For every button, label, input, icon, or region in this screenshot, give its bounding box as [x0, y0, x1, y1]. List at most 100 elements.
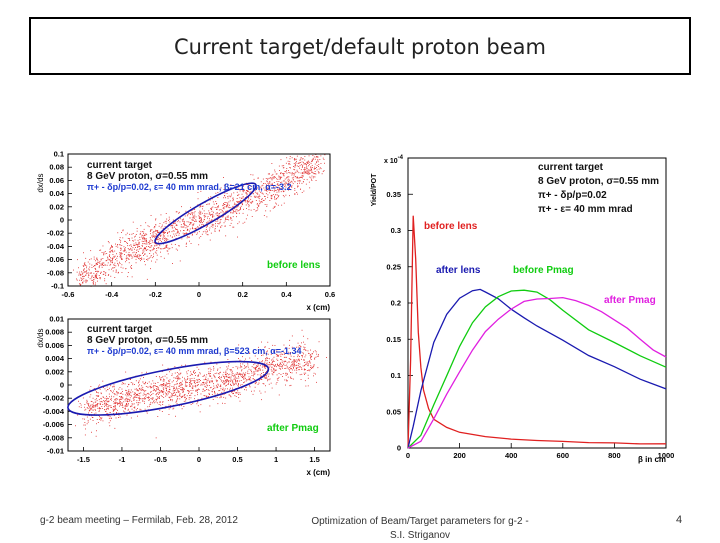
scatter-point — [167, 250, 169, 252]
scatter-point — [224, 204, 226, 205]
scatter-point — [249, 385, 250, 387]
scatter-point — [114, 264, 115, 266]
scatter-point — [226, 193, 228, 194]
scatter-point — [324, 154, 326, 156]
scatter-point — [198, 368, 200, 370]
scatter-point — [124, 248, 125, 250]
scatter-point — [144, 264, 146, 266]
scatter-point — [157, 386, 159, 388]
scatter-point — [293, 356, 295, 358]
scatter-point — [197, 198, 199, 200]
scatter-point — [165, 245, 167, 246]
scatter-point — [189, 228, 191, 230]
scatter-point — [132, 403, 134, 405]
scatter-point — [238, 201, 240, 202]
scatter-point — [80, 273, 82, 275]
scatter-point — [169, 383, 171, 384]
scatter-point — [268, 184, 270, 186]
scatter-point — [240, 205, 242, 207]
scatter-point — [79, 403, 81, 404]
scatter-point — [305, 172, 306, 174]
scatter-point — [130, 406, 131, 408]
scatter-point — [127, 272, 129, 273]
scatter-point — [200, 211, 202, 213]
scatter-point — [281, 366, 283, 368]
scatter-point — [175, 392, 177, 393]
annotation-current-target: current target — [87, 324, 153, 335]
scatter-point — [288, 163, 289, 165]
scatter-point — [99, 277, 101, 279]
x-tick-label: 1 — [274, 455, 278, 464]
scatter-point — [230, 383, 231, 385]
scatter-point — [156, 389, 157, 391]
scatter-point — [126, 405, 128, 407]
scatter-point — [171, 394, 173, 396]
scatter-point — [141, 240, 143, 242]
scatter-point — [189, 236, 190, 238]
scatter-point — [114, 394, 116, 396]
scatter-point — [100, 393, 102, 395]
scatter-point — [224, 225, 226, 227]
scatter-point — [198, 374, 199, 376]
scatter-point — [304, 171, 306, 173]
scatter-point — [304, 163, 306, 164]
scatter-point — [117, 409, 118, 411]
scatter-point — [184, 397, 185, 399]
scatter-point — [305, 349, 306, 351]
scatter-point — [133, 251, 135, 253]
scatter-point — [243, 191, 245, 193]
scatter-point — [177, 376, 179, 378]
scatter-point — [178, 245, 180, 247]
scatter-point — [83, 424, 85, 426]
scatter-point — [296, 369, 298, 371]
scatter-point — [278, 165, 280, 167]
scatter-point — [231, 391, 233, 393]
scatter-point — [166, 387, 167, 389]
scatter-point — [311, 161, 313, 162]
scatter-point — [318, 172, 320, 174]
scatter-point — [205, 379, 207, 380]
scatter-point — [207, 378, 209, 380]
scatter-point — [238, 394, 239, 395]
scatter-point — [298, 349, 299, 351]
scatter-point — [219, 376, 220, 378]
y-tick-label: 0.06 — [49, 176, 64, 185]
scatter-point — [258, 380, 260, 381]
scatter-point — [179, 369, 181, 371]
scatter-point — [280, 363, 281, 365]
scatter-point — [144, 240, 146, 242]
scatter-point — [259, 361, 261, 363]
scatter-point — [177, 375, 179, 377]
scatter-point — [103, 262, 105, 264]
scatter-point — [232, 205, 234, 207]
scatter-point — [280, 359, 281, 360]
scatter-point — [285, 367, 287, 369]
scatter-point — [222, 382, 224, 383]
scatter-point — [287, 160, 289, 162]
scatter-point — [214, 390, 215, 392]
scatter-point — [165, 213, 167, 214]
scatter-point — [267, 373, 269, 375]
scatter-point — [142, 243, 144, 245]
scatter-point — [162, 387, 164, 389]
scatter-point — [163, 393, 164, 395]
scatter-point — [269, 181, 271, 183]
scatter-point — [202, 388, 204, 390]
scatter-point — [168, 389, 170, 390]
scatter-point — [267, 178, 269, 180]
scatter-point — [233, 377, 235, 379]
scatter-point — [218, 215, 219, 217]
scatter-point — [315, 180, 317, 181]
scatter-point — [265, 372, 267, 373]
scatter-point — [200, 212, 201, 214]
scatter-point — [207, 221, 209, 223]
scatter-point — [210, 370, 212, 372]
scatter-point — [245, 379, 247, 381]
scatter-point — [179, 378, 181, 380]
scatter-point — [119, 237, 121, 239]
scatter-point — [253, 375, 254, 377]
scatter-point — [299, 374, 301, 376]
scatter-point — [155, 382, 156, 384]
scatter-point — [171, 392, 173, 394]
scatter-point — [157, 397, 159, 399]
